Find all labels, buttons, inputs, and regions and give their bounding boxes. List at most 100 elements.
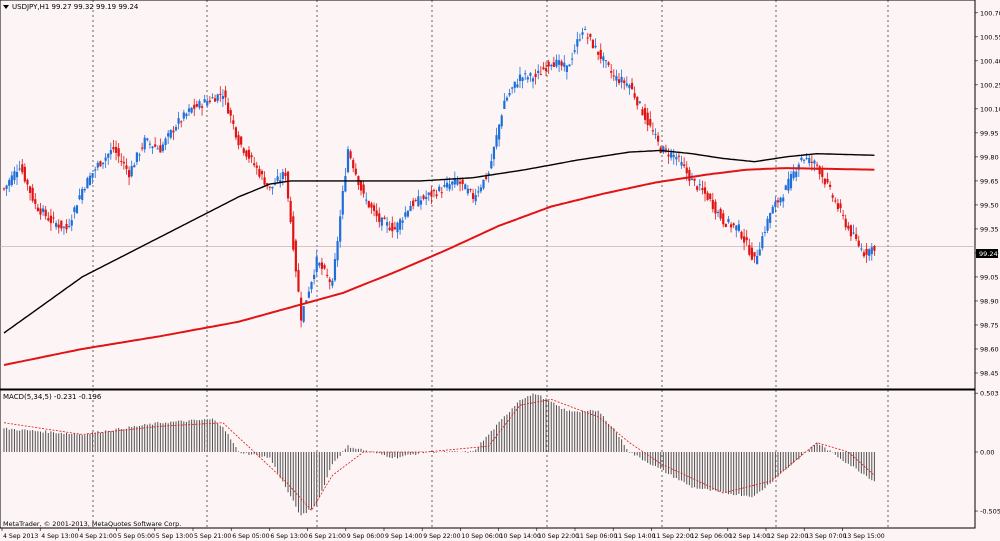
candle-305: [797, 162, 800, 178]
price-panel[interactable]: [0, 0, 976, 390]
candle-329: [860, 243, 863, 252]
candle-303: [792, 164, 795, 181]
candle-106: [279, 172, 282, 188]
candle-51: [135, 152, 139, 166]
time-tick-label-13: 10 Sep 14:00: [500, 533, 541, 540]
candle-82: [216, 93, 219, 104]
candle-52: [138, 152, 141, 162]
candle-229: [599, 43, 602, 64]
candle-42: [112, 139, 115, 153]
candle-154: [404, 206, 407, 220]
candle-0: [2, 187, 6, 191]
price-tick-label-7: 99.65: [980, 177, 999, 185]
candle-19: [52, 211, 55, 224]
chevron-down-icon[interactable]: [3, 5, 9, 9]
macd-panel[interactable]: [0, 389, 976, 529]
candle-179: [469, 188, 472, 193]
candle-330: [862, 249, 866, 259]
candle-334: [873, 245, 876, 256]
candle-23: [62, 226, 66, 235]
candle-172: [451, 180, 454, 191]
candle-193: [505, 95, 509, 102]
candle-246: [643, 103, 647, 124]
candle-277: [724, 223, 727, 228]
candle-217: [568, 63, 571, 67]
candle-137: [359, 180, 363, 196]
candle-2: [8, 177, 11, 193]
candle-28: [75, 204, 79, 214]
candle-138: [362, 181, 365, 198]
candle-228: [597, 51, 600, 61]
candle-43: [114, 140, 118, 161]
candle-87: [229, 107, 232, 124]
candle-192: [503, 92, 506, 110]
candle-243: [636, 95, 639, 110]
candle-59: [156, 145, 159, 150]
candle-37: [99, 160, 102, 167]
price-tick-label-12: 98.90: [980, 297, 999, 305]
time-tick-label-22: 13 Sep 15:00: [843, 533, 884, 540]
candle-58: [154, 137, 157, 148]
candle-206: [539, 66, 542, 76]
candle-205: [537, 64, 540, 80]
candle-4: [13, 166, 16, 185]
candle-83: [219, 86, 222, 102]
candle-102: [268, 186, 271, 191]
candle-74: [195, 100, 198, 108]
candle-71: [187, 104, 191, 117]
candle-144: [378, 207, 381, 228]
candlesticks: [2, 26, 876, 328]
candle-57: [151, 146, 154, 155]
candle-24: [65, 219, 68, 234]
time-tick-label-5: 5 Sep 21:00: [194, 533, 231, 540]
candle-35: [94, 166, 97, 179]
candle-220: [576, 31, 579, 55]
candle-211: [552, 56, 555, 68]
candle-196: [513, 81, 516, 93]
candle-296: [774, 196, 777, 213]
candle-315: [823, 177, 826, 188]
candle-201: [526, 75, 529, 83]
candle-298: [779, 196, 782, 206]
candle-162: [425, 190, 428, 206]
candle-118: [310, 281, 313, 294]
candle-100: [263, 171, 266, 186]
ma-fast-line: [3, 149, 875, 334]
price-tick-label-6: 99.80: [980, 153, 999, 161]
candle-176: [461, 179, 464, 191]
candle-300: [784, 184, 787, 191]
candle-108: [284, 168, 287, 181]
candle-103: [271, 186, 274, 195]
candle-323: [844, 214, 847, 231]
candle-225: [589, 33, 592, 41]
candle-18: [49, 208, 53, 231]
candle-148: [388, 221, 391, 232]
candle-178: [466, 185, 469, 196]
symbol-header: USDJPY,H1 99.27 99.32 99.19 99.24: [12, 3, 139, 11]
candle-135: [354, 163, 357, 176]
time-tick-label-19: 12 Sep 14:00: [729, 533, 770, 540]
candle-109: [286, 170, 290, 202]
candle-318: [831, 192, 834, 202]
macd-signal-line: [3, 398, 875, 512]
candle-319: [834, 197, 837, 204]
price-tick-label-13: 98.75: [980, 321, 999, 329]
candle-214: [560, 59, 563, 71]
candle-274: [716, 209, 720, 218]
candle-81: [213, 94, 217, 102]
candle-278: [727, 216, 730, 224]
candle-286: [748, 238, 751, 257]
candle-6: [18, 160, 21, 171]
candle-56: [148, 140, 152, 149]
candle-174: [456, 176, 459, 186]
candle-258: [675, 153, 678, 166]
candle-22: [60, 220, 63, 232]
candle-95: [250, 152, 253, 164]
candle-313: [818, 165, 821, 180]
candle-53: [141, 142, 144, 152]
candle-110: [289, 196, 292, 224]
candle-146: [383, 215, 386, 220]
candle-125: [328, 276, 331, 290]
price-tick-label-15: 98.45: [980, 369, 999, 377]
